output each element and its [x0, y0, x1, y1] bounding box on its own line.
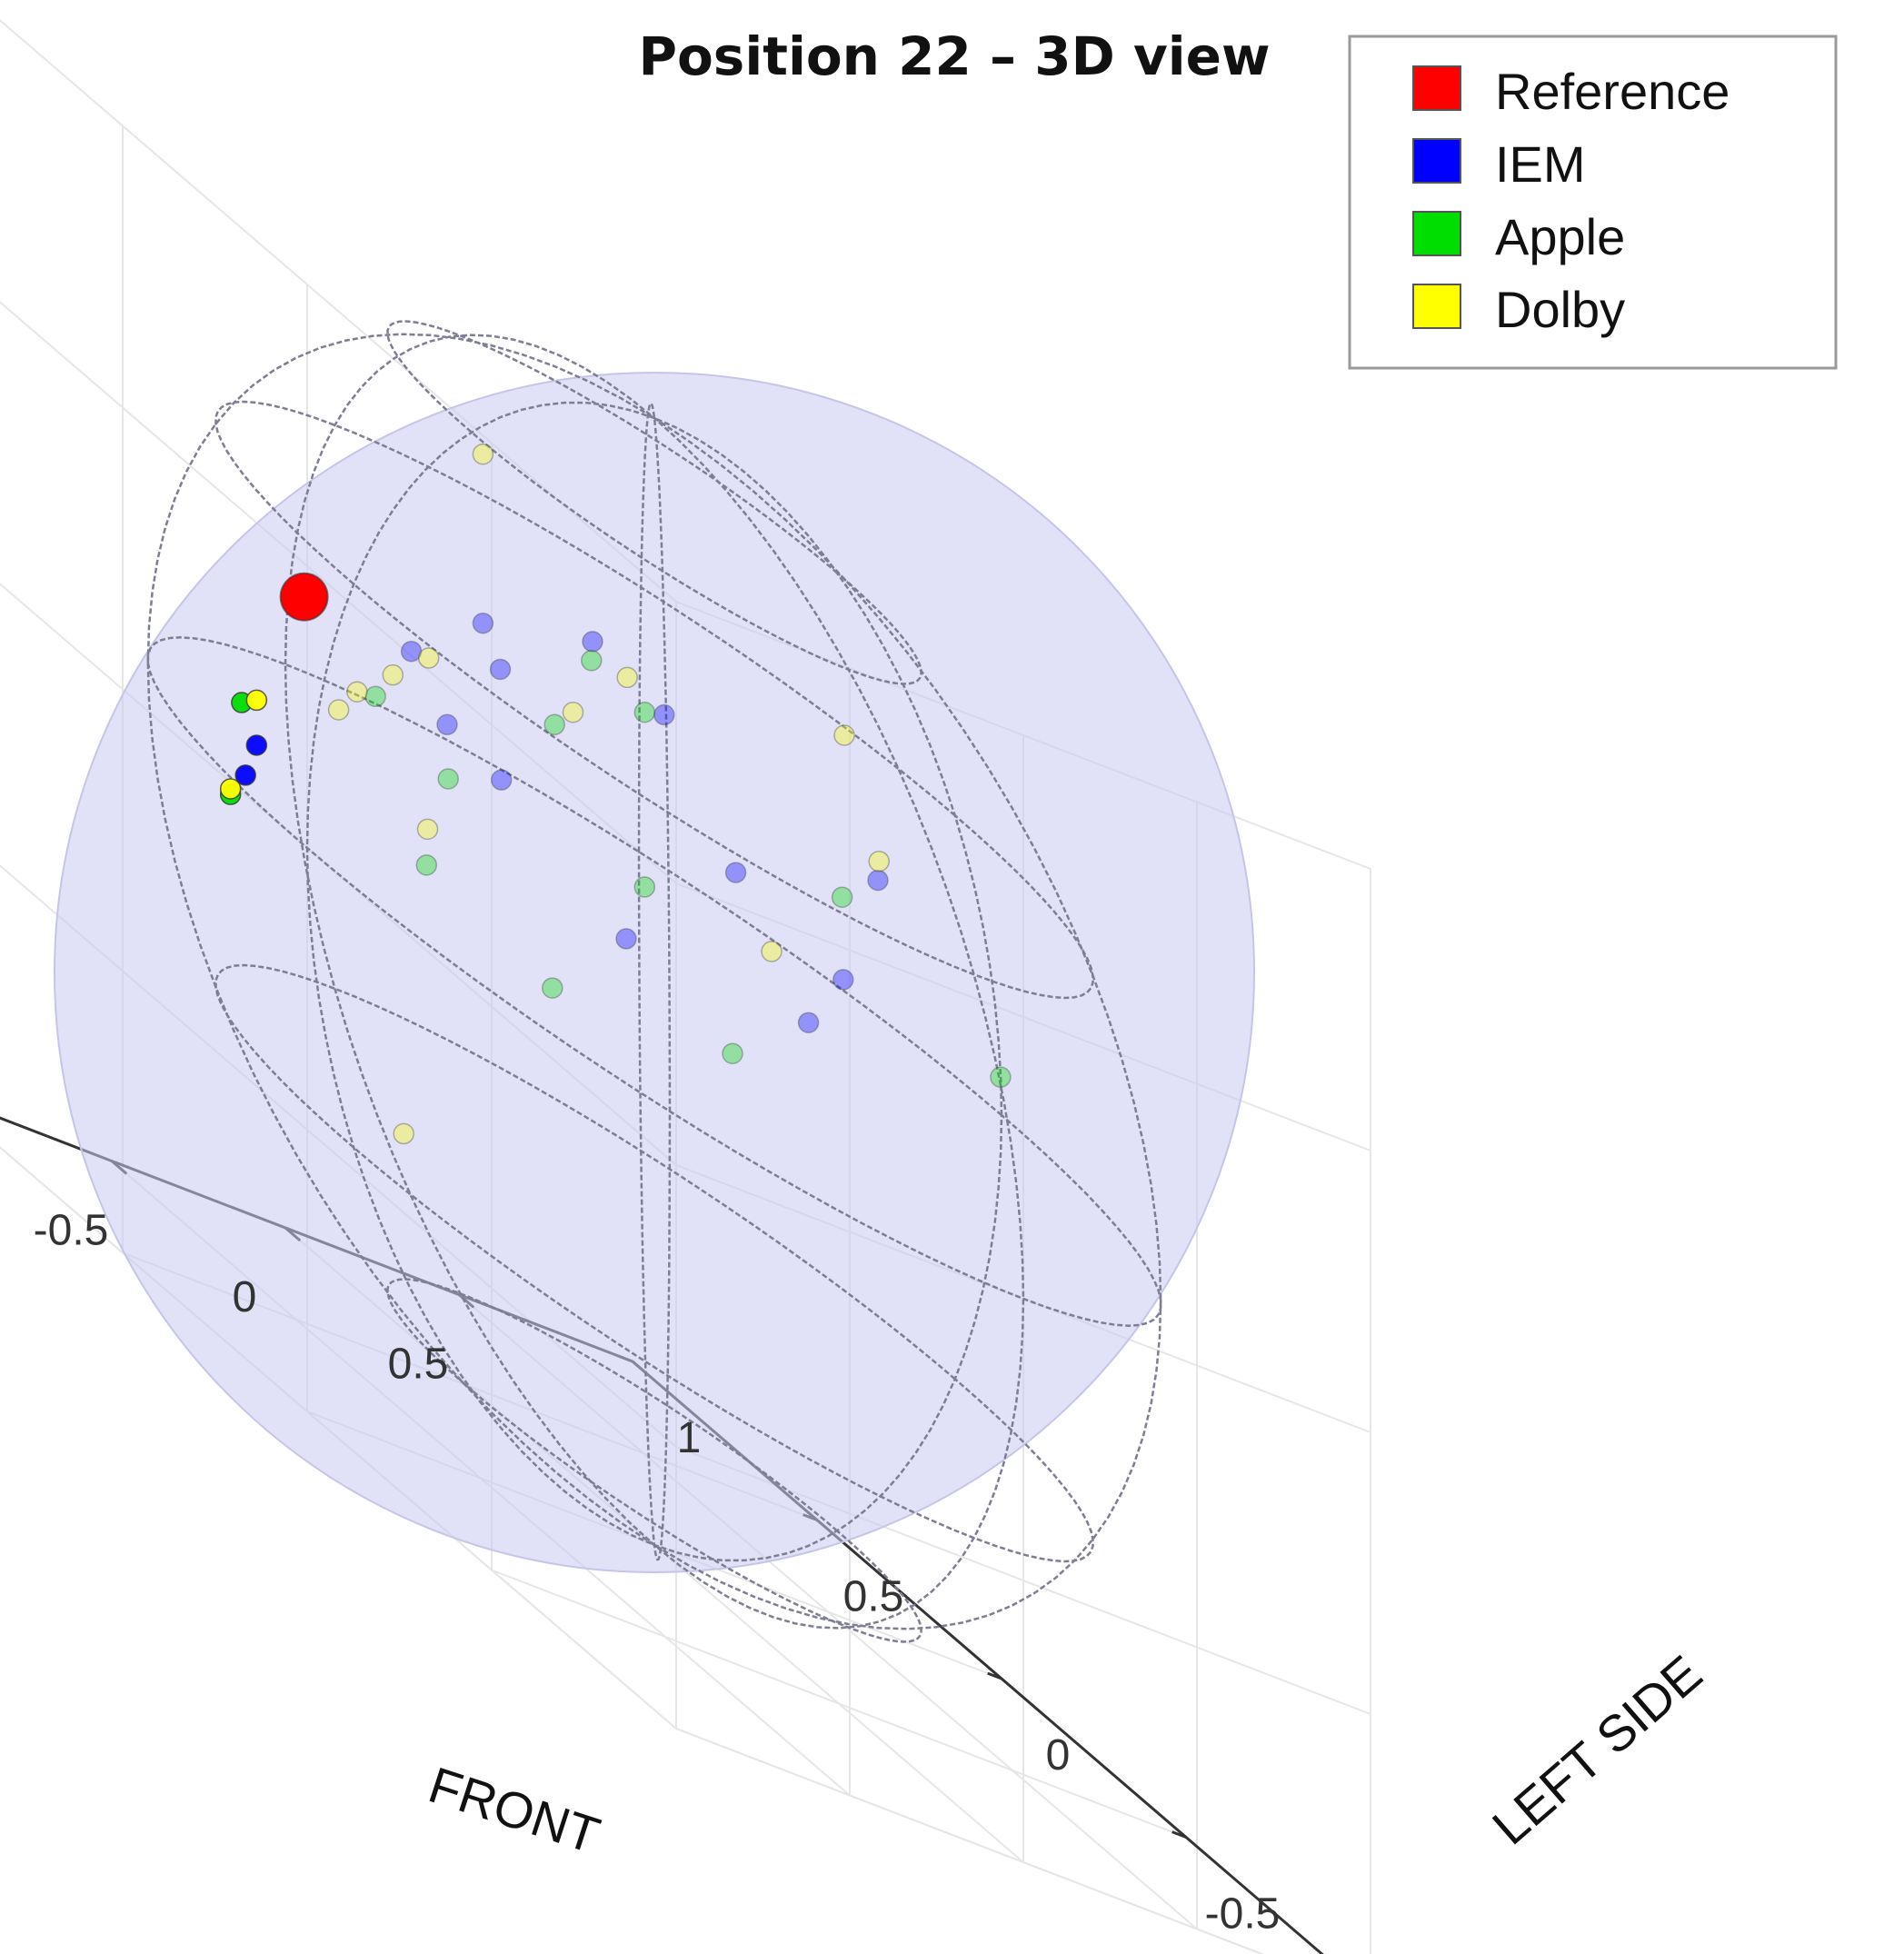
- data-point-reference: [279, 572, 329, 622]
- data-point-apple: [437, 768, 459, 790]
- data-point-apple: [633, 702, 656, 723]
- sphere: [54, 320, 1255, 1643]
- data-point-iem: [436, 713, 458, 736]
- data-point-iem: [867, 869, 889, 892]
- legend: Reference IEM Apple Dolby: [1348, 35, 1838, 370]
- legend-swatch-iem: [1412, 138, 1461, 184]
- legend-label-iem: IEM: [1495, 135, 1586, 193]
- data-point-dolby: [393, 1122, 414, 1145]
- data-point-apple: [633, 876, 656, 898]
- sphere-latitude-line: [214, 400, 1094, 1000]
- data-point-iem: [832, 969, 854, 991]
- data-point-apple: [722, 1042, 743, 1064]
- y-tick-label: 1: [677, 1414, 702, 1462]
- sphere-meridian-line: [637, 402, 672, 1561]
- legend-swatch-dolby: [1412, 284, 1461, 329]
- data-point-dolby: [245, 689, 268, 712]
- data-point-apple: [831, 886, 853, 908]
- legend-swatch-apple: [1412, 211, 1461, 256]
- x-axis-label: FRONT: [423, 1756, 607, 1865]
- legend-swatch-reference: [1412, 65, 1461, 111]
- sphere-meridian-line: [146, 333, 1162, 1630]
- data-point-dolby: [472, 443, 494, 465]
- data-point-apple: [415, 854, 438, 876]
- data-point-dolby: [417, 647, 440, 669]
- data-point-iem: [472, 612, 494, 634]
- data-point-iem: [724, 862, 747, 883]
- sphere-surface: [54, 372, 1255, 1573]
- data-point-iem: [489, 658, 512, 681]
- data-point-dolby: [346, 681, 368, 703]
- data-point-iem: [234, 764, 256, 786]
- data-point-apple: [364, 685, 386, 708]
- data-point-apple: [543, 713, 565, 736]
- data-point-apple: [990, 1066, 1012, 1088]
- data-point-dolby: [761, 941, 783, 962]
- sphere-latitude-line: [386, 320, 922, 685]
- y-tick-label: -0.5: [1205, 1890, 1281, 1939]
- legend-label-reference: Reference: [1495, 63, 1730, 120]
- data-point-apple: [542, 977, 563, 999]
- data-point-iem: [400, 640, 423, 663]
- y-tick-mark: [1171, 1830, 1187, 1839]
- data-point-dolby: [833, 724, 855, 746]
- x-tick-label: 0: [233, 1273, 257, 1321]
- data-point-iem: [653, 703, 675, 726]
- data-point-dolby: [868, 850, 890, 872]
- data-point-dolby: [219, 778, 242, 800]
- y-axis-label: LEFT SIDE: [1481, 1644, 1712, 1856]
- legend-label-apple: Apple: [1495, 208, 1625, 265]
- tick-labels: -0.500.5-0.500.5110.50-0.5-1: [34, 1207, 1281, 1939]
- y-tick-label: 0.5: [843, 1573, 904, 1621]
- data-point-dolby: [327, 699, 350, 721]
- data-points: [219, 443, 1012, 1145]
- y-tick-mark: [987, 1671, 1002, 1680]
- data-point-dolby: [382, 663, 404, 686]
- data-point-iem: [490, 769, 513, 791]
- data-point-iem: [797, 1012, 820, 1033]
- data-point-iem: [582, 631, 603, 653]
- data-point-iem: [245, 734, 268, 756]
- x-tick-label: 0.5: [388, 1341, 449, 1389]
- data-point-dolby: [616, 666, 638, 689]
- data-point-dolby: [416, 818, 439, 841]
- y-tick-label: 0: [1046, 1731, 1071, 1780]
- sphere-latitude-line: [214, 963, 1094, 1563]
- sphere-latitude-line: [386, 1278, 922, 1643]
- x-tick-label: -0.5: [34, 1207, 109, 1255]
- data-point-dolby: [562, 702, 584, 723]
- data-point-iem: [615, 928, 637, 950]
- legend-label-dolby: Dolby: [1495, 281, 1625, 338]
- data-point-apple: [581, 650, 603, 672]
- chart-title: Position 22 – 3D view: [638, 25, 1270, 87]
